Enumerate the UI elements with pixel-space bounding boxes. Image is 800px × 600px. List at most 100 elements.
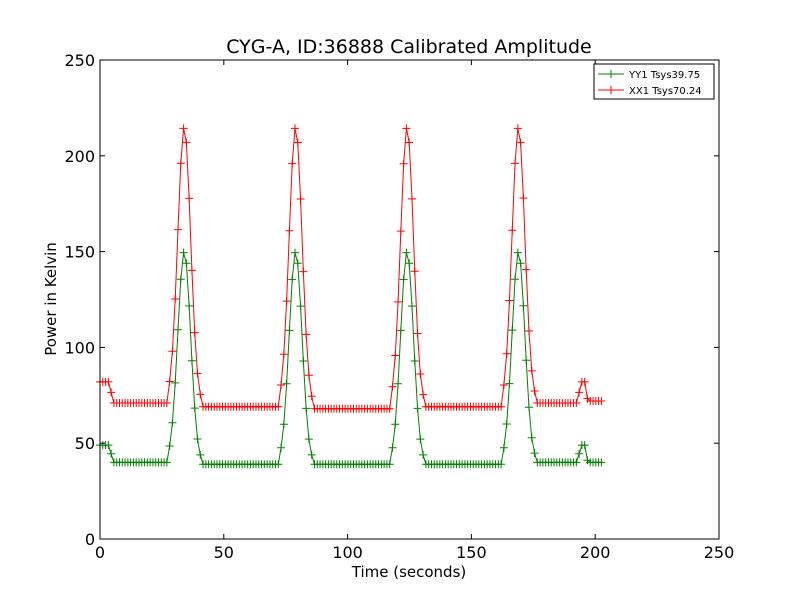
data-point-xx1 xyxy=(290,124,299,133)
data-point-yy1 xyxy=(505,379,514,388)
data-point-xx1 xyxy=(513,124,522,133)
data-point-yy1 xyxy=(190,404,199,413)
data-point-yy1 xyxy=(179,248,188,257)
data-point-yy1 xyxy=(524,403,533,412)
data-point-xx1 xyxy=(402,124,411,133)
data-point-xx1 xyxy=(299,267,308,276)
data-point-yy1 xyxy=(530,449,539,458)
data-point-xx1 xyxy=(293,138,302,147)
data-point-yy1 xyxy=(274,460,283,469)
data-point-yy1 xyxy=(572,458,581,467)
legend-marker-yy1 xyxy=(607,70,615,78)
data-point-xx1 xyxy=(399,159,408,168)
y-tick-label: 0 xyxy=(85,530,95,549)
data-point-yy1 xyxy=(165,441,174,450)
data-point-xx1 xyxy=(187,266,196,275)
data-point-xx1 xyxy=(572,398,581,407)
y-tick-label: 100 xyxy=(64,338,95,357)
data-point-yy1 xyxy=(185,301,194,310)
data-point-yy1 xyxy=(597,458,606,467)
data-point-yy1 xyxy=(522,356,531,365)
data-point-xx1 xyxy=(173,225,182,234)
plot-content xyxy=(96,124,606,469)
y-tick-label: 150 xyxy=(64,243,95,262)
data-point-xx1 xyxy=(530,386,539,395)
x-tick-label: 100 xyxy=(332,543,363,562)
data-point-xx1 xyxy=(282,297,291,306)
data-point-yy1 xyxy=(388,443,397,452)
data-point-yy1 xyxy=(104,441,113,450)
legend-marker-xx1 xyxy=(607,86,615,94)
data-point-yy1 xyxy=(279,420,288,429)
data-point-yy1 xyxy=(402,248,411,257)
data-point-xx1 xyxy=(511,159,520,168)
data-point-yy1 xyxy=(502,420,511,429)
data-point-yy1 xyxy=(394,379,403,388)
data-point-yy1 xyxy=(497,460,506,469)
data-point-yy1 xyxy=(575,449,584,458)
data-point-yy1 xyxy=(410,356,419,365)
x-tick-label: 200 xyxy=(580,543,611,562)
data-point-xx1 xyxy=(410,267,419,276)
data-point-xx1 xyxy=(168,347,177,356)
axes-frame xyxy=(99,59,720,540)
x-axis-label: Time (seconds) xyxy=(351,563,467,581)
data-point-yy1 xyxy=(176,275,185,284)
legend-box xyxy=(593,63,715,100)
legend-label-xx1: XX1 Tsys70.24 xyxy=(629,86,702,97)
data-point-yy1 xyxy=(511,275,520,284)
y-tick-label: 50 xyxy=(75,434,95,453)
x-tick-label: 250 xyxy=(704,543,735,562)
data-point-xx1 xyxy=(413,329,422,338)
data-point-yy1 xyxy=(293,259,302,268)
data-point-xx1 xyxy=(107,388,116,397)
data-point-yy1 xyxy=(299,356,308,365)
data-point-yy1 xyxy=(277,443,286,452)
x-axis-ticks: 0 50 100 150 200 250 xyxy=(95,60,734,562)
data-point-xx1 xyxy=(196,390,205,399)
data-point-xx1 xyxy=(416,369,425,378)
y-tick-label: 200 xyxy=(64,147,95,166)
data-point-yy1 xyxy=(182,259,191,268)
data-point-yy1 xyxy=(508,326,517,335)
data-point-xx1 xyxy=(279,350,288,359)
data-point-xx1 xyxy=(182,138,191,147)
data-point-yy1 xyxy=(282,379,291,388)
data-point-xx1 xyxy=(516,138,525,147)
data-point-xx1 xyxy=(193,369,202,378)
data-point-xx1 xyxy=(104,377,113,386)
data-point-yy1 xyxy=(385,460,394,469)
data-point-yy1 xyxy=(399,275,408,284)
data-point-xx1 xyxy=(502,349,511,358)
y-axis-label: Power in Kelvin xyxy=(42,242,60,356)
data-point-xx1 xyxy=(519,194,528,203)
chart-title: CYG-A, ID:36888 Calibrated Amplitude xyxy=(226,36,591,58)
plot-area-border xyxy=(99,59,720,540)
data-point-yy1 xyxy=(405,259,414,268)
data-point-yy1 xyxy=(290,248,299,257)
data-point-yy1 xyxy=(171,378,180,387)
data-point-yy1 xyxy=(407,302,416,311)
data-point-xx1 xyxy=(171,295,180,304)
data-point-yy1 xyxy=(527,433,536,442)
data-point-xx1 xyxy=(407,194,416,203)
data-point-yy1 xyxy=(173,325,182,334)
data-point-yy1 xyxy=(285,326,294,335)
data-point-yy1 xyxy=(193,434,202,443)
data-point-yy1 xyxy=(396,326,405,335)
data-point-yy1 xyxy=(187,356,196,365)
x-tick-label: 50 xyxy=(214,543,234,562)
data-point-xx1 xyxy=(391,351,400,360)
y-axis-ticks: 0 50 100 150 200 250 xyxy=(64,51,719,549)
data-point-yy1 xyxy=(168,418,177,427)
data-point-yy1 xyxy=(416,435,425,444)
data-point-xx1 xyxy=(190,328,199,337)
data-point-yy1 xyxy=(304,435,313,444)
data-point-xx1 xyxy=(388,382,397,391)
data-point-xx1 xyxy=(394,297,403,306)
data-point-yy1 xyxy=(296,302,305,311)
data-point-yy1 xyxy=(391,420,400,429)
data-point-yy1 xyxy=(513,248,522,257)
legend-label-yy1: YY1 Tsys39.75 xyxy=(628,70,700,81)
